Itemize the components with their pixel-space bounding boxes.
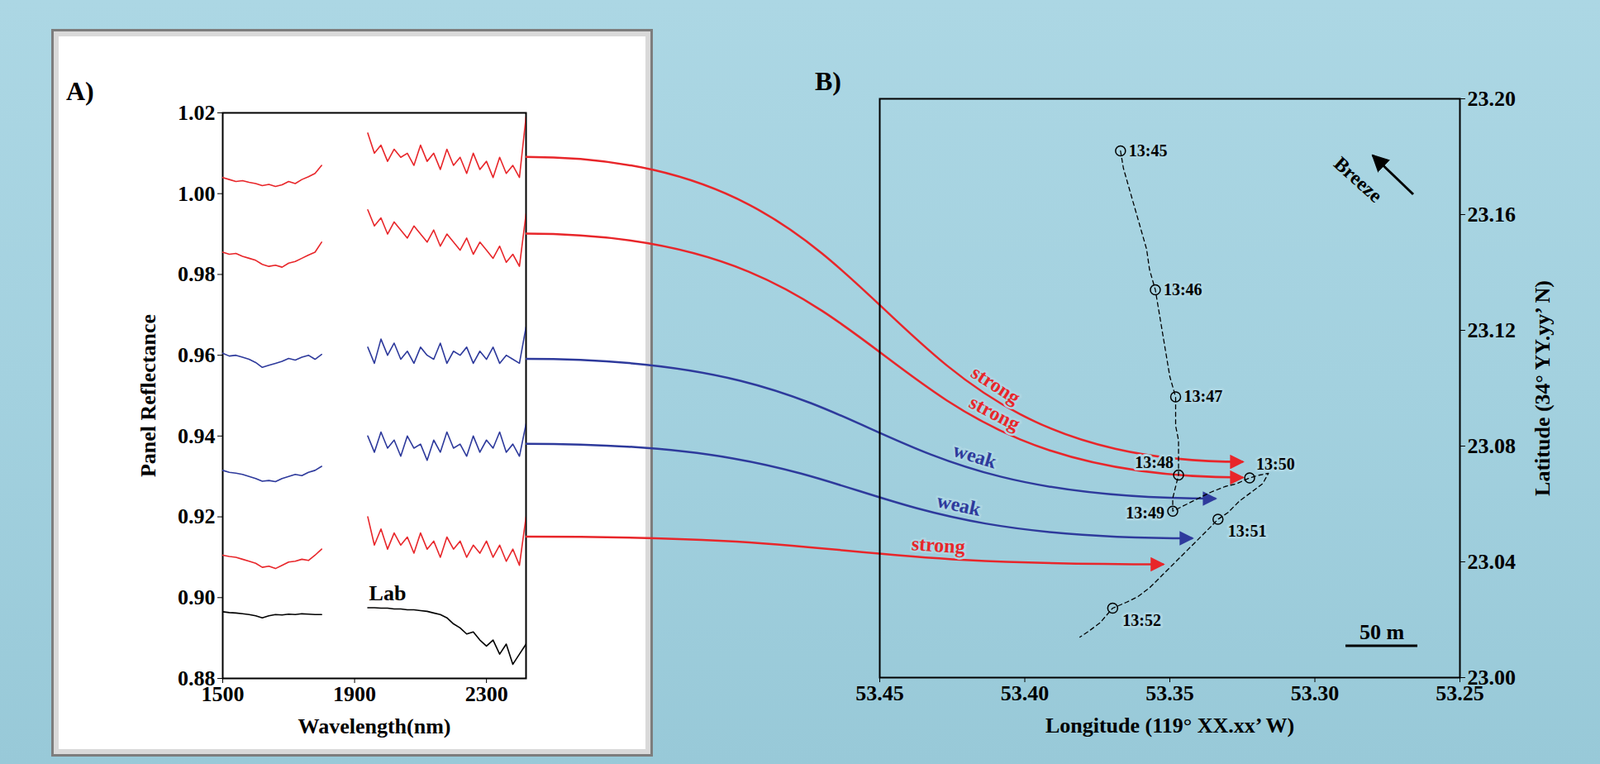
svg-text:13:49: 13:49 (1125, 503, 1165, 522)
svg-text:Lab: Lab (369, 580, 407, 605)
html-text:A): A) (66, 76, 95, 106)
svg-text:50 m: 50 m (1359, 619, 1405, 644)
svg-text:0.90: 0.90 (177, 585, 216, 610)
svg-text:0.96: 0.96 (177, 342, 216, 367)
svg-text:2300: 2300 (465, 681, 509, 706)
svg-text:13:51: 13:51 (1228, 521, 1267, 540)
svg-text:13:47: 13:47 (1184, 386, 1224, 405)
svg-text:strong: strong (910, 532, 966, 558)
html-text:B): B) (814, 66, 842, 96)
svg-text:13:48: 13:48 (1134, 452, 1174, 472)
svg-text:23.12: 23.12 (1467, 318, 1517, 343)
svg-text:Longitude (119° XX.xx’ W): Longitude (119° XX.xx’ W) (1045, 713, 1295, 738)
svg-text:23.20: 23.20 (1467, 86, 1517, 111)
svg-text:0.94: 0.94 (177, 423, 216, 448)
svg-text:13:50: 13:50 (1256, 454, 1296, 473)
svg-text:0.98: 0.98 (177, 261, 216, 286)
svg-text:23.00: 23.00 (1467, 665, 1516, 690)
svg-text:13:52: 13:52 (1122, 610, 1162, 629)
svg-text:53.40: 53.40 (1000, 680, 1050, 705)
svg-text:1.02: 1.02 (177, 100, 216, 125)
svg-text:53.35: 53.35 (1145, 680, 1195, 705)
svg-text:53.45: 53.45 (855, 680, 905, 705)
svg-text:1.00: 1.00 (177, 181, 216, 206)
svg-text:weak: weak (934, 489, 983, 520)
svg-text:53.30: 53.30 (1290, 680, 1340, 705)
svg-text:1500: 1500 (201, 681, 245, 706)
svg-text:23.16: 23.16 (1467, 202, 1517, 227)
svg-text:0.88: 0.88 (177, 665, 216, 690)
svg-text:Latitude (34° YY.yy’ N): Latitude (34° YY.yy’ N) (1530, 280, 1555, 496)
svg-text:13:45: 13:45 (1128, 141, 1168, 160)
svg-text:53.25: 53.25 (1435, 680, 1485, 705)
svg-text:1900: 1900 (333, 681, 377, 706)
svg-text:Wavelength(nm): Wavelength(nm) (298, 714, 452, 739)
svg-text:13:46: 13:46 (1163, 280, 1203, 299)
svg-text:weak: weak (950, 438, 1000, 473)
svg-text:23.04: 23.04 (1467, 549, 1517, 574)
svg-text:strong: strong (966, 390, 1024, 435)
svg-text:23.08: 23.08 (1467, 433, 1517, 458)
svg-text:0.92: 0.92 (177, 504, 216, 529)
svg-text:strong: strong (967, 361, 1025, 409)
svg-text:Breeze: Breeze (1329, 152, 1387, 207)
svg-text:Panel Reflectance: Panel Reflectance (136, 314, 161, 477)
